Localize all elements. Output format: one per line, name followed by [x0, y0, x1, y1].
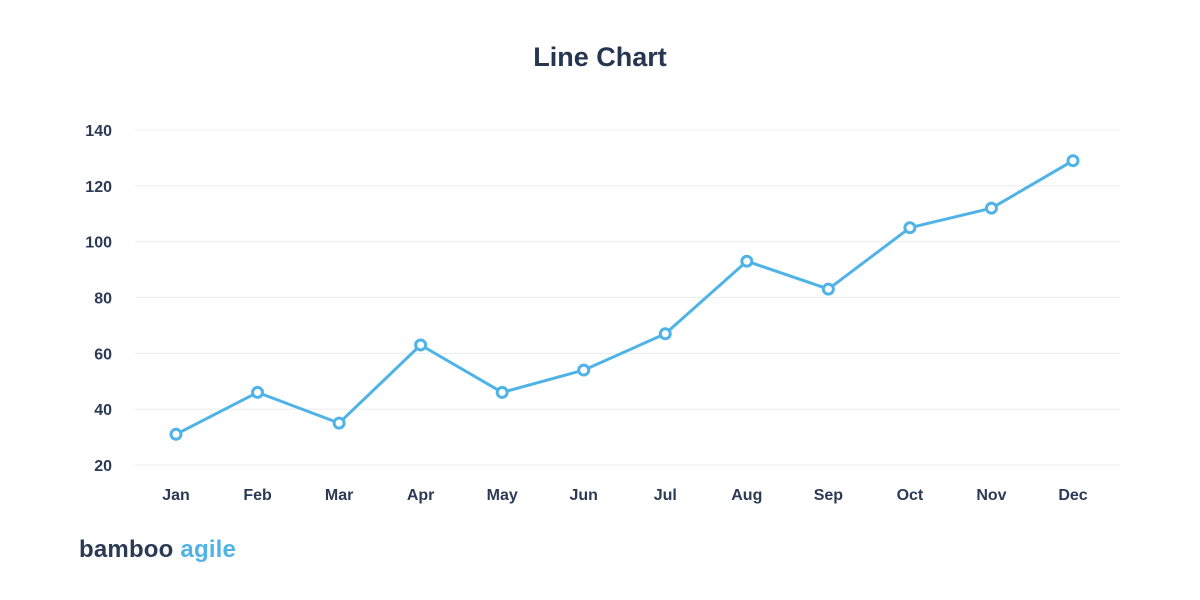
- data-point-feb: [251, 385, 265, 399]
- chart-title: Line Chart: [533, 42, 667, 72]
- x-tick-label: Jan: [162, 487, 190, 504]
- data-points: [169, 154, 1080, 441]
- data-point-jan: [169, 427, 183, 441]
- x-tick-label: Dec: [1058, 487, 1087, 504]
- x-tick-label: Mar: [325, 487, 353, 504]
- gridlines: [135, 129, 1120, 466]
- x-tick-label: Aug: [731, 487, 762, 504]
- y-tick-label: 80: [94, 291, 112, 308]
- y-tick-label: 40: [94, 402, 112, 419]
- brand-logo: bamboo agile: [79, 536, 236, 564]
- data-point-mar: [332, 416, 346, 430]
- data-point-jul: [658, 327, 672, 341]
- x-tick-label: Nov: [976, 487, 1006, 504]
- y-tick-label: 100: [85, 235, 112, 252]
- brand-logo-part1: bamboo: [79, 536, 174, 563]
- brand-logo-part2: agile: [180, 536, 237, 563]
- x-tick-label: May: [487, 487, 518, 504]
- data-point-dec: [1066, 154, 1080, 168]
- x-tick-label: Feb: [243, 487, 272, 504]
- x-tick-label: Apr: [407, 487, 435, 504]
- y-tick-label: 120: [85, 179, 112, 196]
- data-point-apr: [414, 338, 428, 352]
- data-point-nov: [984, 201, 998, 215]
- y-tick-label: 20: [94, 458, 112, 475]
- data-point-sep: [821, 282, 835, 296]
- series-line: [174, 159, 1075, 436]
- x-axis-ticks: Jan Feb Mar Apr May Jun Jul Aug Sep Oct Nov Dec: [162, 487, 1088, 504]
- x-tick-label: Sep: [814, 487, 844, 504]
- x-tick-label: Jul: [654, 487, 677, 504]
- data-point-aug: [740, 254, 754, 268]
- y-tick-label: 140: [85, 123, 112, 140]
- data-point-jun: [577, 363, 591, 377]
- y-tick-label: 60: [94, 346, 112, 363]
- x-tick-label: Oct: [897, 487, 924, 504]
- y-axis-ticks: 20 40 60 80 100 120 140: [85, 123, 112, 475]
- data-point-oct: [903, 221, 917, 235]
- x-tick-label: Jun: [570, 487, 598, 504]
- data-point-may: [495, 385, 509, 399]
